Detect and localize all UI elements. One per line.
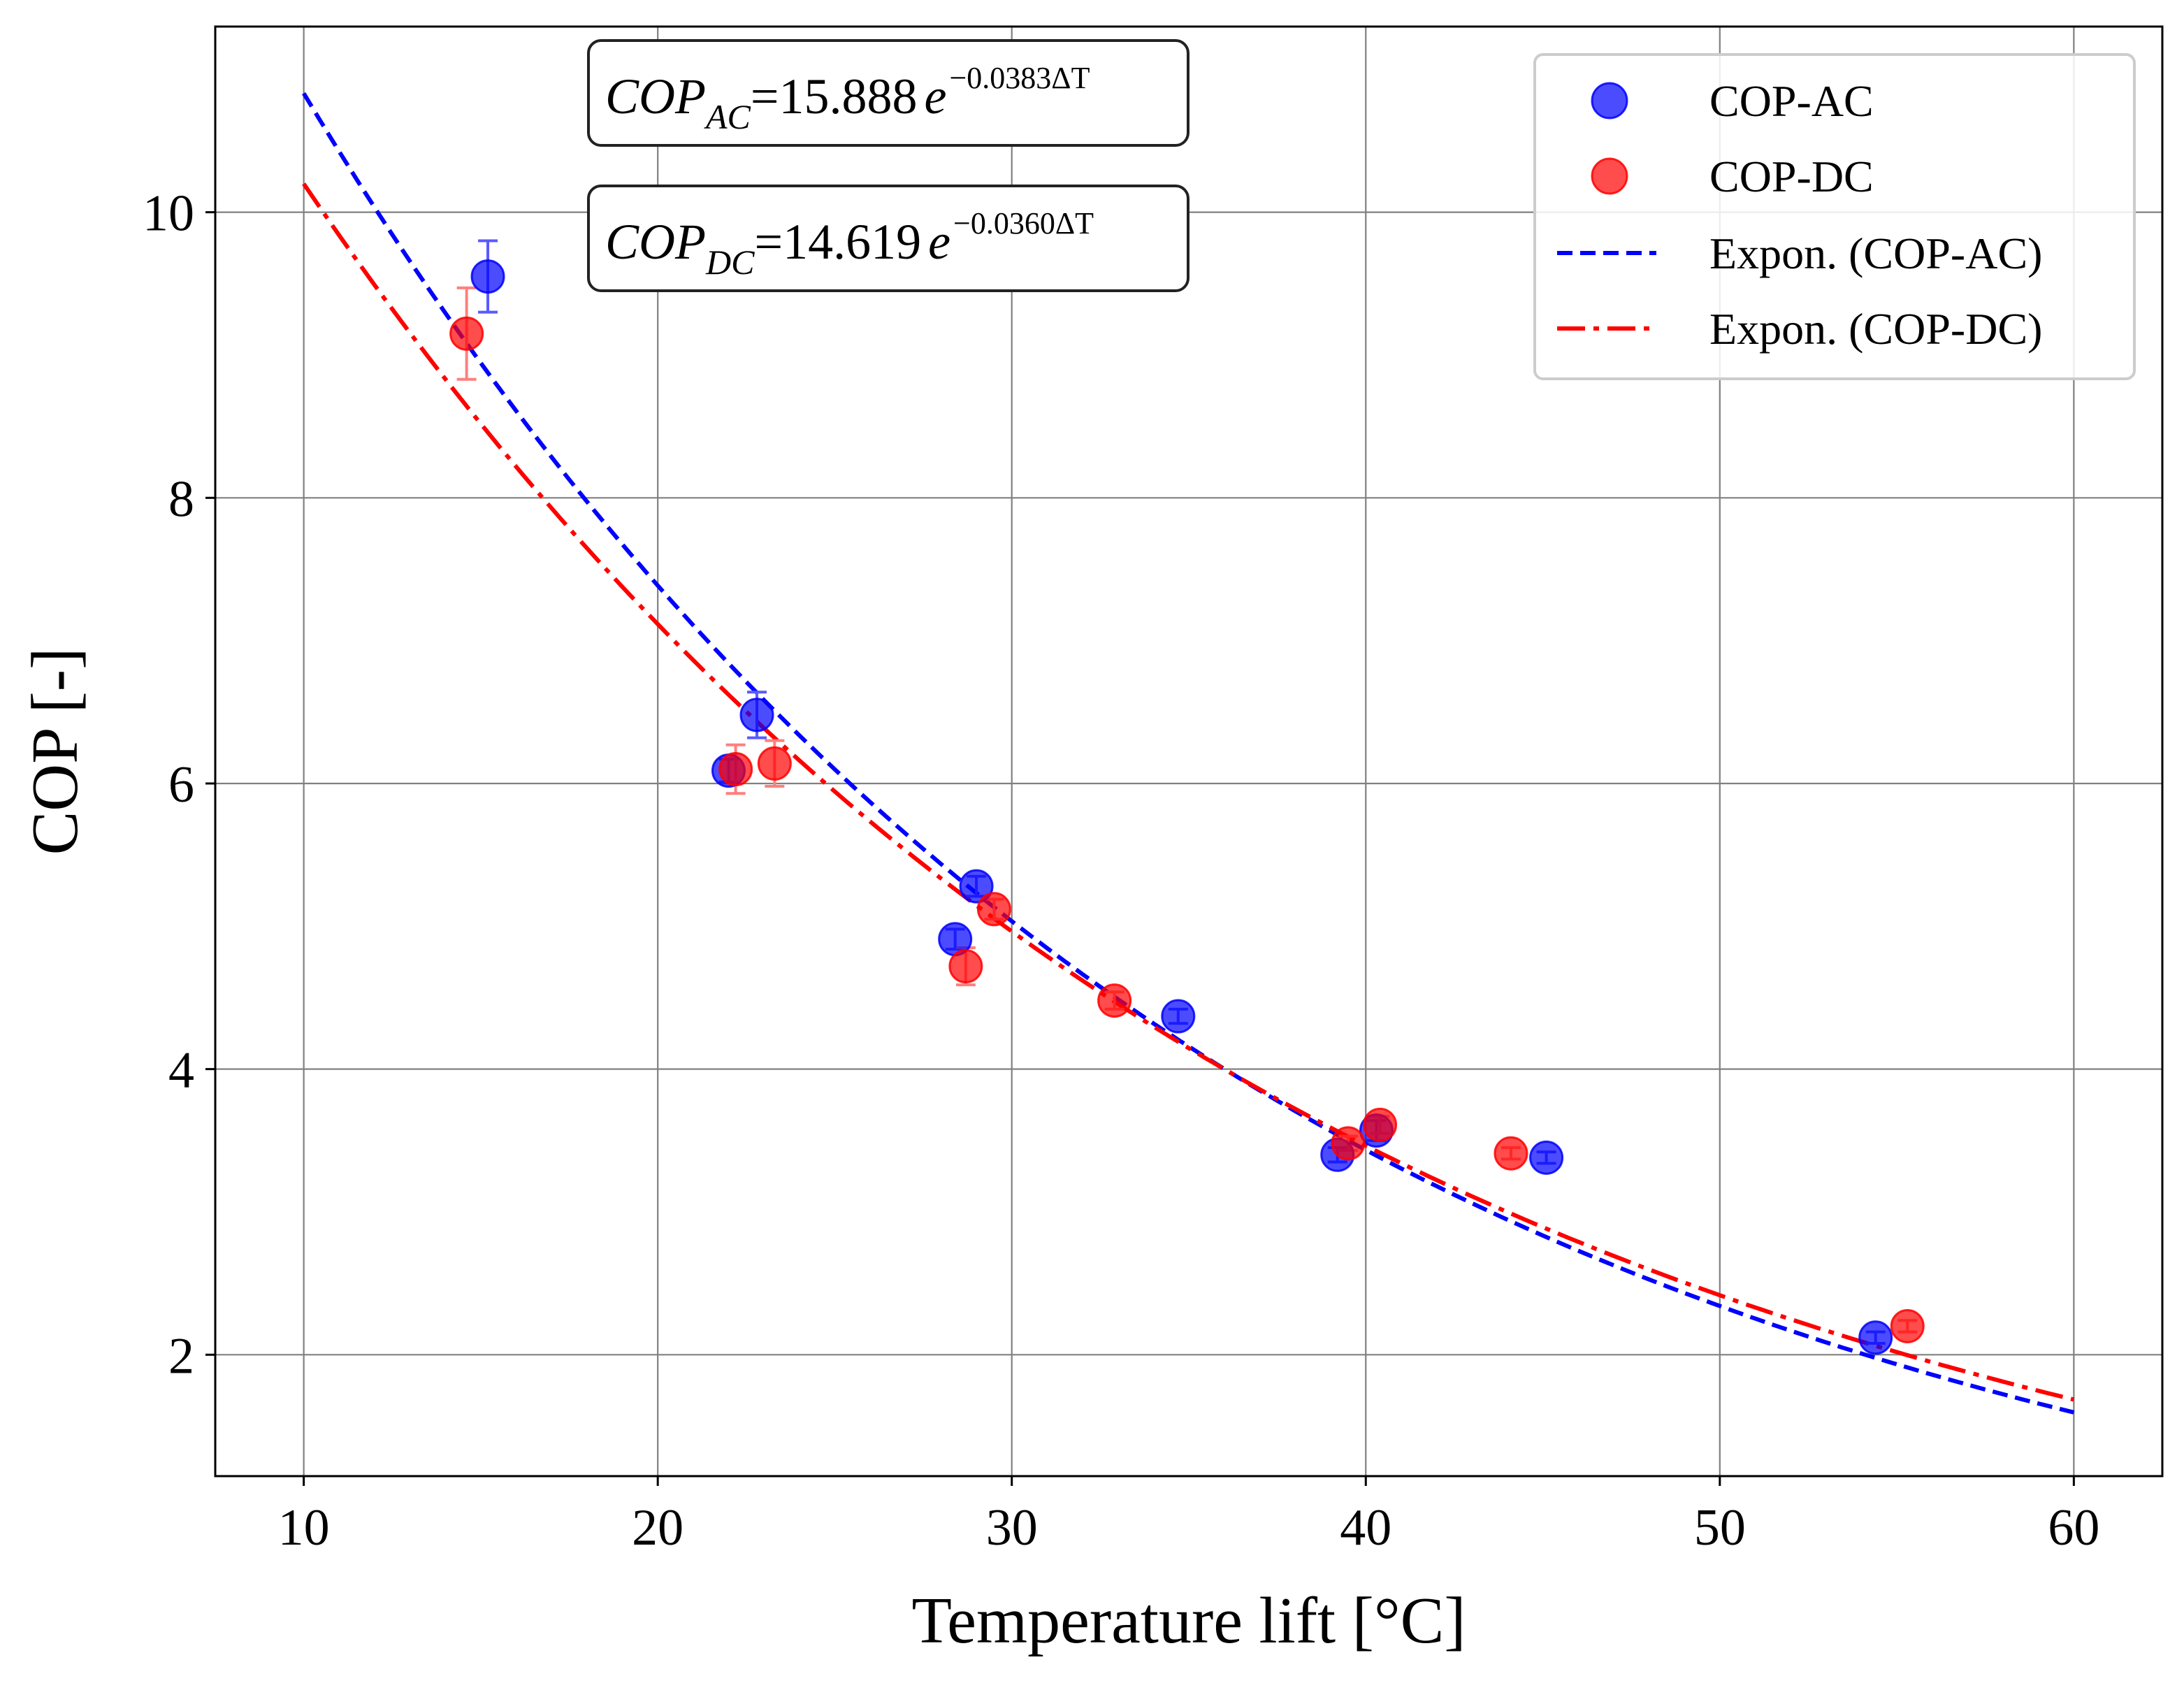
legend-entry: COP-AC bbox=[1591, 76, 1874, 126]
data-point bbox=[976, 892, 1011, 927]
y-tick-label: 4 bbox=[168, 1042, 194, 1099]
x-tick-label: 30 bbox=[986, 1499, 1038, 1556]
data-point bbox=[1529, 1140, 1564, 1175]
data-point bbox=[1363, 1107, 1398, 1142]
y-axis-label: COP [-] bbox=[19, 648, 92, 855]
equation-lhs: COP bbox=[605, 68, 706, 124]
x-tick-label: 10 bbox=[278, 1499, 330, 1556]
legend-frame bbox=[1533, 53, 2136, 380]
legend-label: Expon. (COP-DC) bbox=[1709, 304, 2042, 354]
equation-base: e bbox=[928, 214, 950, 270]
data-point bbox=[1494, 1136, 1528, 1171]
x-tick-label: 40 bbox=[1340, 1499, 1391, 1556]
legend: COP-AC COP-DC Expon. (COP-AC) Expon. (COP-D… bbox=[1533, 53, 2136, 380]
legend-marker bbox=[1591, 82, 1628, 120]
y-tick-label: 6 bbox=[168, 756, 194, 814]
data-point bbox=[718, 752, 753, 787]
legend-label: Expon. (COP-AC) bbox=[1709, 229, 2042, 278]
data-point bbox=[1890, 1308, 1925, 1343]
y-tick-label: 10 bbox=[143, 185, 194, 243]
data-point bbox=[1331, 1126, 1366, 1161]
data-point bbox=[739, 698, 774, 732]
equation-exponent: −0.0383ΔT bbox=[949, 61, 1090, 95]
fit-curves bbox=[302, 92, 2075, 1415]
equation-coefficient: =14.619 bbox=[754, 214, 921, 270]
legend-entry: Expon. (COP-DC) bbox=[1557, 304, 2042, 354]
equation-text: COPDC=14.619 e−0.0360ΔT bbox=[605, 206, 1094, 282]
y-tick-label: 2 bbox=[168, 1327, 194, 1385]
fit-curve-expon-cop-ac bbox=[302, 92, 2075, 1415]
data-point bbox=[948, 949, 983, 984]
plot-frame bbox=[214, 25, 2164, 1478]
tick-labels: 10 20 30 40 50 60 2 4 6 8 10 bbox=[143, 185, 2099, 1556]
data-point bbox=[470, 259, 505, 294]
equation-subscript: DC bbox=[705, 243, 755, 282]
data-point bbox=[1858, 1320, 1893, 1355]
y-tick-label: 8 bbox=[168, 470, 194, 528]
data-point bbox=[1097, 983, 1132, 1018]
equation-coefficient: =15.888 bbox=[751, 68, 918, 124]
data-point bbox=[1161, 999, 1196, 1034]
axis-ticks bbox=[205, 211, 2075, 1486]
legend-marker bbox=[1591, 157, 1628, 195]
legend-entry: Expon. (COP-AC) bbox=[1557, 229, 2042, 278]
equation-box-frame bbox=[587, 185, 1189, 292]
equation-box: COPAC=15.888 e−0.0383ΔT bbox=[587, 39, 1189, 147]
x-tick-label: 60 bbox=[2048, 1499, 2099, 1556]
equation-subscript: AC bbox=[704, 97, 751, 136]
equation-lhs: COP bbox=[605, 214, 706, 270]
data-point bbox=[959, 869, 994, 904]
x-axis-label: Temperature lift [°C] bbox=[911, 1584, 1466, 1657]
fit-curve-expon-cop-dc bbox=[302, 182, 2075, 1402]
data-point bbox=[757, 746, 792, 781]
x-tick-label: 20 bbox=[632, 1499, 684, 1556]
data-points bbox=[449, 259, 1925, 1355]
equation-box-frame bbox=[587, 39, 1189, 147]
equation-exponent: −0.0360ΔT bbox=[953, 206, 1094, 240]
equation-text: COPAC=15.888 e−0.0383ΔT bbox=[605, 61, 1090, 136]
legend-label: COP-AC bbox=[1709, 76, 1874, 126]
data-point bbox=[449, 316, 484, 351]
legend-label: COP-DC bbox=[1709, 152, 1874, 201]
equation-box: COPDC=14.619 e−0.0360ΔT bbox=[587, 185, 1189, 292]
legend-entry: COP-DC bbox=[1591, 152, 1874, 201]
x-tick-label: 50 bbox=[1694, 1499, 1746, 1556]
equation-base: e bbox=[925, 68, 947, 124]
